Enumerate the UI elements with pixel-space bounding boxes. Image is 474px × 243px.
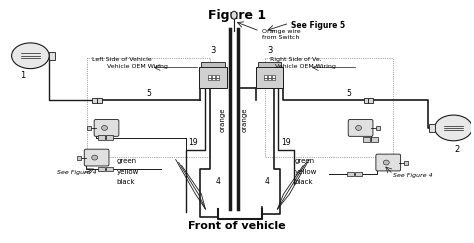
Bar [268,75,271,78]
Bar [87,126,91,130]
Bar [272,75,275,78]
Text: 5: 5 [346,89,351,98]
Bar [371,137,378,142]
Text: See Figure 4: See Figure 4 [57,170,97,175]
Bar [376,126,380,130]
Ellipse shape [101,125,108,130]
Bar [272,78,275,80]
Text: black: black [117,179,135,185]
Text: Right Side of Ve.: Right Side of Ve. [270,57,321,62]
Text: 4: 4 [215,177,220,186]
Bar [77,156,81,160]
Text: 4: 4 [264,177,270,186]
Bar [404,161,408,165]
Text: Orange wire
from Switch: Orange wire from Switch [262,29,301,40]
Text: black: black [294,179,313,185]
Text: yellow: yellow [117,169,139,175]
Bar [91,98,97,103]
Bar [200,67,227,88]
Bar [256,67,283,88]
Text: 2: 2 [455,145,460,154]
Bar [268,78,271,80]
Ellipse shape [231,11,237,19]
Bar [98,135,105,140]
Text: 19: 19 [282,138,291,147]
Ellipse shape [11,43,49,69]
Bar [264,78,267,80]
Bar [364,98,368,103]
FancyBboxPatch shape [348,120,373,136]
Ellipse shape [91,155,98,160]
Bar [216,78,219,80]
Text: 3: 3 [267,46,272,55]
Bar [49,52,55,60]
Text: See Figure 5: See Figure 5 [292,21,346,30]
Bar [347,173,354,176]
Text: 5: 5 [146,89,152,98]
Bar [258,62,282,67]
Text: orange: orange [242,108,248,132]
Bar [363,137,370,142]
Ellipse shape [383,160,389,165]
Text: yellow: yellow [294,169,317,175]
Bar [212,75,215,78]
Text: Vehicle OEM Wiring: Vehicle OEM Wiring [107,64,167,69]
Text: orange: orange [219,108,225,132]
FancyBboxPatch shape [94,120,119,136]
FancyBboxPatch shape [84,149,109,166]
Bar [208,75,211,78]
Bar [216,75,219,78]
Ellipse shape [435,115,472,141]
Text: See Figure 4: See Figure 4 [393,173,433,178]
Text: 1: 1 [20,71,25,80]
Bar [368,98,374,103]
Text: Front of vehicle: Front of vehicle [188,221,286,231]
Text: Figure 1: Figure 1 [208,9,266,22]
Bar [106,167,113,171]
Bar [429,124,435,132]
Bar [201,62,225,67]
Bar [106,135,113,140]
Text: Vehicle OEM Wiring: Vehicle OEM Wiring [274,64,336,69]
Bar [355,173,362,176]
Text: Left Side of Vehicle: Left Side of Vehicle [91,57,151,62]
Bar [264,58,393,156]
FancyBboxPatch shape [376,154,401,171]
Bar [98,167,105,171]
Bar [264,75,267,78]
Text: 3: 3 [210,46,216,55]
Text: 19: 19 [189,138,198,147]
Ellipse shape [356,125,362,130]
Bar [212,78,215,80]
Bar [208,78,211,80]
Bar [87,58,210,156]
Text: green: green [294,157,314,164]
Text: green: green [117,157,137,164]
Bar [97,98,101,103]
